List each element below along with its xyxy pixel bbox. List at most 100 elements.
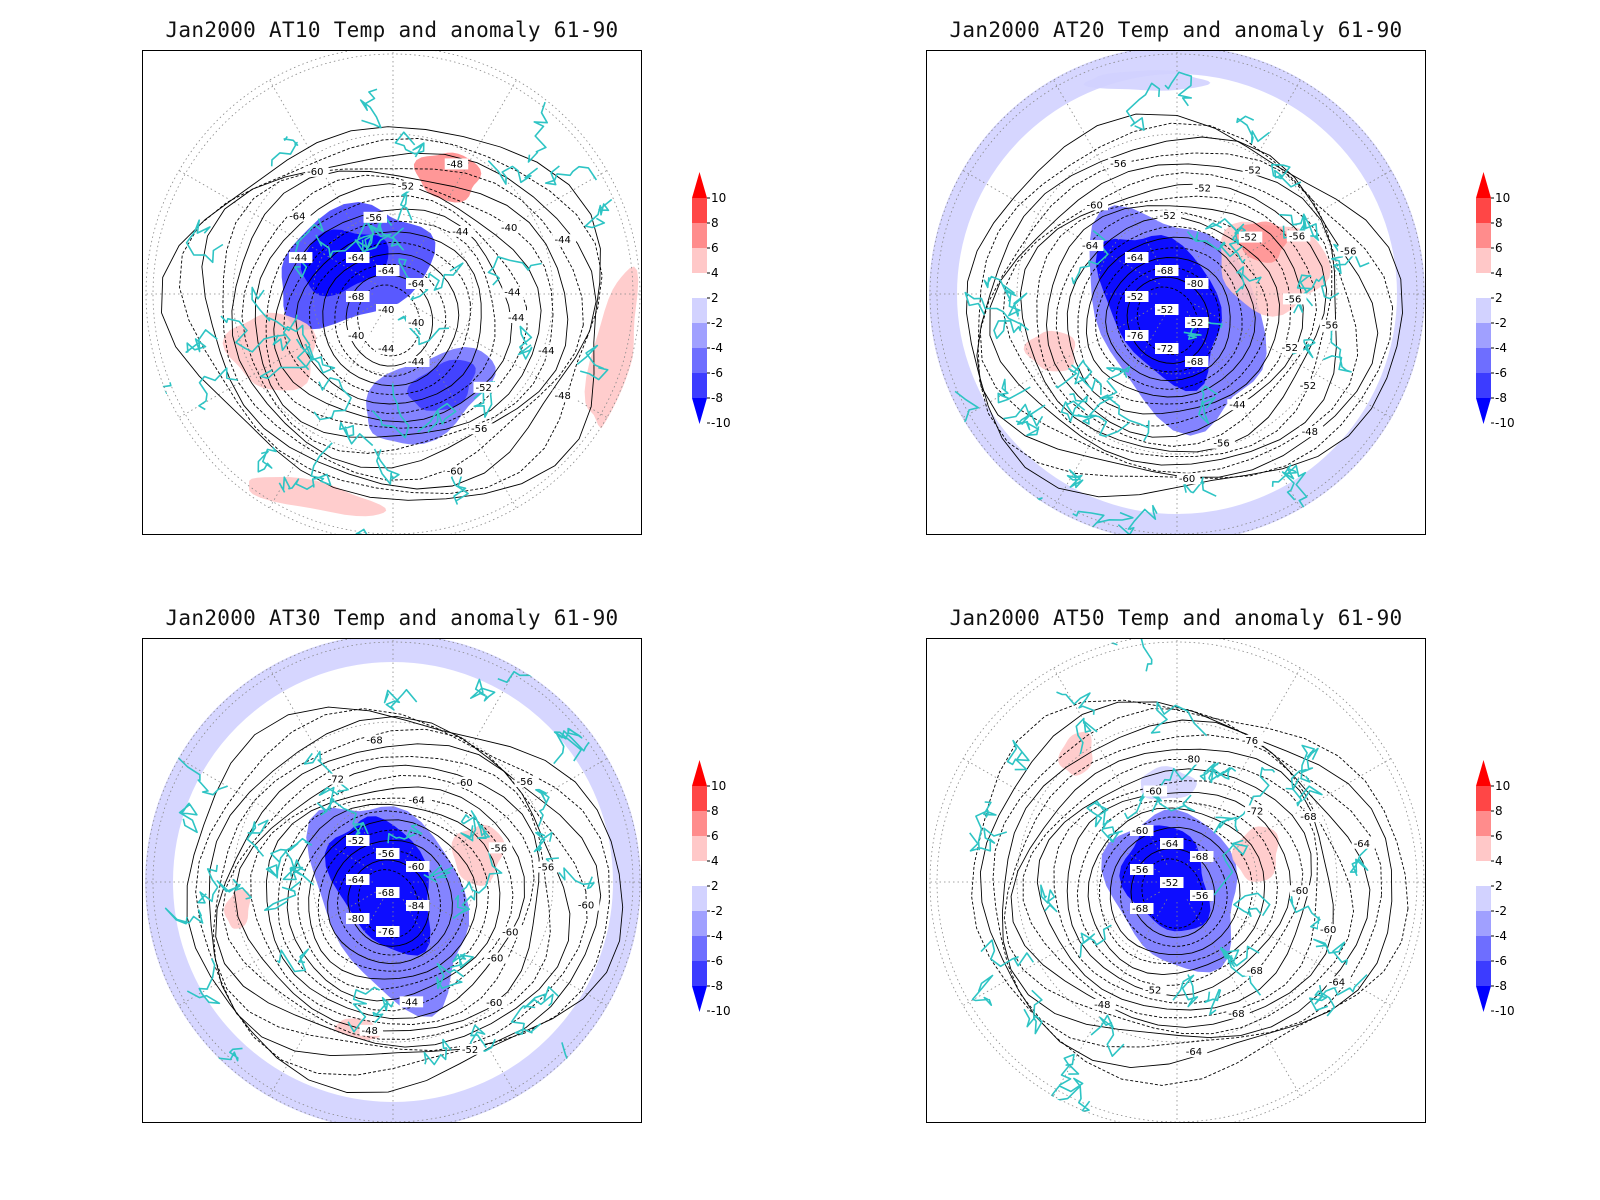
meridian-line [1194,169,1392,285]
temperature-contour [221,756,551,1040]
contour-label-text: -60 [1087,200,1103,211]
contour-label: -64 [346,874,370,886]
contour-label: -52 [1125,291,1149,303]
map-boundary [145,51,641,534]
meridian-line [410,757,608,873]
colorbar-segment [692,936,707,961]
contour-label: -64 [1160,838,1184,850]
temperature-contour [357,284,421,357]
colorbar-arrow-top [692,172,707,198]
contour-label-text: -68 [1157,266,1173,277]
coastline [164,750,595,1122]
contour-label: -56 [1211,437,1235,450]
contour-label-text: -76 [1242,736,1258,747]
meridian-line [402,79,518,277]
contour-label-text: -72 [1247,806,1263,817]
anomaly-region [1058,731,1093,776]
contour-label: -64 [346,252,370,264]
temperature-contour [222,168,584,481]
colorbar-segment [692,911,707,936]
meridian-line [962,757,1160,873]
temperature-contour [234,764,540,1032]
contour-label-text: -56 [1192,891,1208,902]
temperature-contour [1036,768,1312,1011]
contour-label: -64 [376,265,400,277]
contour-label-text: -44 [554,235,570,246]
contour-label-text: -64 [1354,839,1370,850]
contour-label: -52 [1185,317,1209,329]
map-boundary [929,51,1425,534]
contour-label: -56 [514,776,539,788]
contour-label-text: -52 [1241,233,1257,244]
contour-label: -68 [346,291,370,303]
meridian-line [402,311,518,509]
temperature-contour [179,138,603,494]
contour-label: -68 [1190,851,1214,863]
contour-label-text: -52 [1282,343,1298,354]
colorbar-segment [1476,861,1491,886]
map-panel-at50: Jan2000 AT50 Temp and anomaly 61-90 -68-… [926,606,1426,1126]
temperature-contour [1010,748,1334,1028]
contour-label-text: -52 [462,1045,478,1056]
contour-label: -44 [288,252,313,264]
contour-label: -60 [406,861,430,873]
temperature-contour [1022,758,1318,1019]
map-disc [929,639,1425,1122]
colorbar-segment [1476,323,1491,348]
contour-label: -68 [376,887,400,899]
colorbar-tick-label: -8 [711,391,723,405]
contour-label-text: -60 [1146,787,1162,798]
contour-label-text: -48 [362,1026,378,1037]
temperature-contour [992,708,1383,1048]
contour-label: -68 [1185,356,1209,368]
contour-label: -52 [1160,877,1184,889]
contour-label-text: -60 [408,862,424,873]
meridian-line [1194,891,1392,1007]
temperature-contour [971,699,1409,1086]
map-panel-at20: Jan2000 AT20 Temp and anomaly 61-90 -52-… [926,18,1426,538]
colorbar-segment [1476,836,1491,861]
contour-label-text: -56 [491,843,507,854]
contour-label: -56 [1319,319,1344,332]
temperature-contour [265,786,525,1020]
temperature-contour [1105,257,1231,382]
temperature-contour [1109,826,1241,956]
contour-label: -44 [1227,399,1251,411]
colorbar-tick-label: -10 [711,416,731,430]
temperature-contour [1053,780,1304,1004]
colorbar-tick-label: 2 [1495,291,1503,305]
colorbar-arrow-bottom [692,398,707,424]
colorbar-tick-label: -4 [1495,341,1507,355]
contour-label-text: -56 [517,777,533,788]
temperature-contour [309,241,471,396]
polar-map: -60 -60 -52 -44 -48 -52 -56 -60 -64 -68 -84 -80 -76 -… [142,638,642,1123]
temperature-contour [966,113,1403,498]
colorbar-segment [692,811,707,836]
map-boundary [929,639,1425,1122]
contour-label: -76 [1239,734,1264,747]
contour-label: -52 [346,835,370,847]
contour-label-text: -56 [538,863,554,874]
anomaly-region [407,359,476,411]
contour-label: -52 [1297,379,1322,392]
contour-label-text: -68 [1228,1009,1244,1020]
colorbar-arrow-bottom [1476,986,1491,1012]
contour-label-text: -44 [538,346,554,357]
contour-label: -44 [406,356,430,368]
colorbar-segment [692,348,707,373]
colorbar-segment [692,786,707,811]
coastline [178,670,590,1066]
contour-label: -56 [488,842,513,854]
latitude-circle [936,53,1418,534]
temperature-contour [1099,816,1253,965]
contour-label: -48 [444,158,469,170]
temperature-contour [1095,247,1243,390]
contour-label: -56 [1108,157,1132,170]
colorbar-tick-label: -6 [711,366,723,380]
contour-label: -52 [459,1043,484,1056]
colorbar-segment [1476,298,1491,323]
meridian-line [268,79,384,277]
contour-label-text: -52 [1160,211,1176,222]
colorbar-tick-label: 4 [1495,854,1503,868]
temperature-contour [277,797,514,1012]
